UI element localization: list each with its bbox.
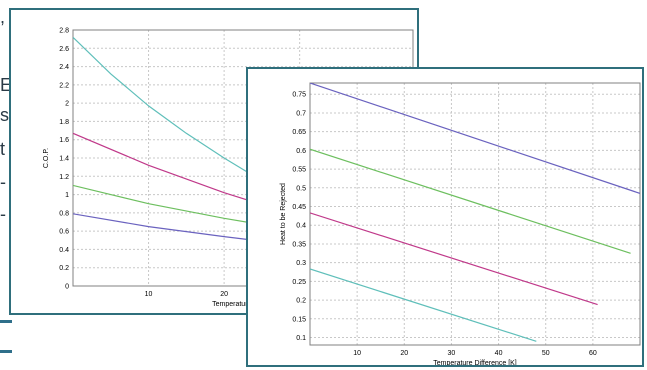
y-tick-label: 2.6 (59, 46, 69, 53)
x-tick-label: 30 (448, 350, 456, 357)
bg-bullet-line-2 (0, 350, 12, 353)
series-line-3 (310, 212, 598, 306)
x-tick-label: 40 (495, 350, 503, 357)
y-tick-label: 0.1 (296, 335, 306, 342)
series-group (310, 83, 640, 342)
x-tick-label: 10 (353, 350, 361, 357)
y-tick-label: 0.3 (296, 260, 306, 267)
y-tick-label: 1.6 (59, 137, 69, 144)
y-tick-label: 0.4 (59, 247, 69, 254)
x-tick-label: 20 (220, 291, 228, 298)
y-tick-label: 2.8 (59, 28, 69, 35)
plot-area (309, 82, 641, 346)
series-line-1 (310, 83, 640, 194)
y-tick-label: 0.65 (292, 129, 306, 136)
x-axis-label: Temperature Differe (212, 301, 274, 308)
bg-fragment-t: t (0, 139, 6, 159)
y-axis-label: Heat to be Rejected (280, 183, 287, 245)
y-tick-label: 0.5 (296, 185, 306, 192)
series-line-4 (310, 268, 537, 342)
x-tick-label: 50 (542, 350, 550, 357)
y-tick-label: 0.25 (292, 279, 306, 286)
x-tick-label: 20 (400, 350, 408, 357)
y-tick-label: 0.6 (296, 148, 306, 155)
bg-bullet-line-1 (0, 320, 12, 323)
y-tick-label: 1.8 (59, 119, 69, 126)
y-tick-label: 0.7 (296, 110, 306, 117)
y-tick-label: 0.75 (292, 92, 306, 99)
series-line-2 (310, 148, 631, 254)
y-tick-label: 0.35 (292, 241, 306, 248)
y-axis-label: C.O.P. (43, 148, 50, 168)
y-tick-label: 0.45 (292, 204, 306, 211)
y-tick-label: 0.6 (59, 229, 69, 236)
y-tick-label: 0.55 (292, 167, 306, 174)
y-tick-label: 0.4 (296, 223, 306, 230)
y-tick-label: 0.8 (59, 210, 69, 217)
y-tick-label: 2.4 (59, 64, 69, 71)
y-tick-label: 0 (65, 284, 69, 291)
y-tick-label: 0.2 (59, 265, 69, 272)
y-tick-label: 0.15 (292, 316, 306, 323)
heat-rejected-chart-panel: 10 20 30 40 50 60 0.1 0.15 0.2 0.25 0.3 0.35 0.4 0.45… (246, 67, 644, 367)
bg-fragment-comma: , (0, 7, 6, 27)
x-axis-label: Temperature Difference [K] (433, 360, 517, 365)
heat-rejected-chart: 10 20 30 40 50 60 0.1 0.15 0.2 0.25 0.3 0.35 0.4 0.45… (280, 82, 641, 367)
y-tick-label: 2.2 (59, 82, 69, 89)
x-tick-label: 60 (589, 350, 597, 357)
bg-fragment-dash-1: - (0, 172, 6, 192)
y-tick-label: 1 (65, 192, 69, 199)
y-tick-label: 2 (65, 101, 69, 108)
bg-fragment-dash-2: - (0, 204, 6, 224)
y-tick-label: 0.2 (296, 298, 306, 305)
x-tick-label: 10 (145, 291, 153, 298)
bg-fragment-s: s (0, 105, 9, 125)
y-tick-label: 1.4 (59, 156, 69, 163)
y-tick-label: 1.2 (59, 174, 69, 181)
